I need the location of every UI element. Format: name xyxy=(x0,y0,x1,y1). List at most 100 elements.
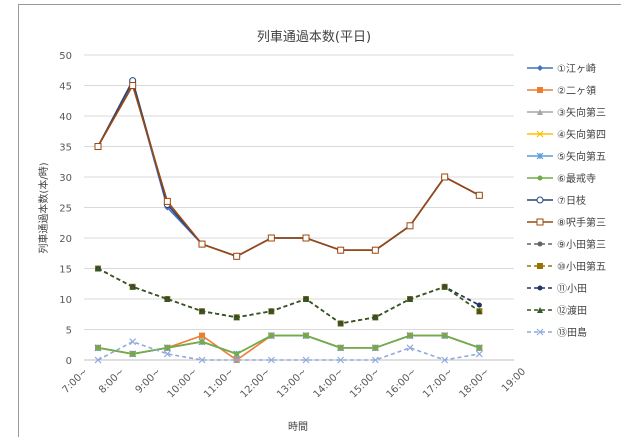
series-2 xyxy=(95,332,483,363)
data-point xyxy=(129,283,136,290)
data-point xyxy=(129,82,137,89)
data-point xyxy=(267,356,275,364)
legend-entry: ②二ヶ領 xyxy=(527,84,596,97)
legend-label: ⑨小田第三 xyxy=(557,238,606,251)
series-line xyxy=(97,267,480,325)
legend-entry: ⑪小田 xyxy=(527,283,587,295)
data-point xyxy=(198,356,206,364)
legend-entry: ⑥最戒寺 xyxy=(527,173,596,185)
data-point xyxy=(233,314,240,321)
y-tick-label: 40 xyxy=(59,112,72,123)
chart-title: 列車通過本数(平日) xyxy=(257,30,371,45)
data-point xyxy=(441,173,449,181)
series-line xyxy=(97,267,480,325)
data-point xyxy=(95,265,101,272)
data-point xyxy=(302,356,310,364)
data-point xyxy=(95,345,101,351)
series-1 xyxy=(95,79,483,260)
data-point xyxy=(130,351,136,357)
data-point xyxy=(199,332,205,339)
data-point xyxy=(371,246,379,254)
legend-marker xyxy=(536,196,544,204)
chart-frame xyxy=(18,4,621,437)
data-point xyxy=(337,320,344,327)
x-tick-label: 16:00~ xyxy=(385,366,419,400)
legend-label: ①江ヶ崎 xyxy=(557,62,596,75)
gridlines xyxy=(84,54,514,330)
legend-label: ③矢向第三 xyxy=(557,106,606,119)
x-tick-label: 14:00~ xyxy=(312,366,346,400)
legend-marker xyxy=(537,65,543,71)
data-point xyxy=(199,339,205,345)
legend-label: ⑫渡田 xyxy=(557,304,587,317)
data-point xyxy=(476,345,482,351)
data-point xyxy=(268,308,275,315)
data-point xyxy=(442,333,448,339)
legend-marker xyxy=(536,152,544,160)
data-point xyxy=(441,356,449,364)
legend-marker xyxy=(537,175,543,181)
series-line xyxy=(97,267,480,325)
data-point xyxy=(337,356,345,364)
series-line xyxy=(97,334,480,355)
series-6 xyxy=(95,333,482,357)
series-line xyxy=(97,334,480,355)
series-7 xyxy=(94,77,483,260)
data-point xyxy=(372,314,379,321)
series-line xyxy=(97,267,480,325)
x-tick-label: 18:00~ xyxy=(458,366,492,400)
data-point xyxy=(476,302,482,308)
legend-entry: ①江ヶ崎 xyxy=(527,62,596,75)
data-point xyxy=(94,143,102,150)
data-point xyxy=(372,345,378,351)
x-tick-label: 11:00~ xyxy=(202,366,236,400)
series-8 xyxy=(94,82,483,260)
x-tick-label: 8:00~ xyxy=(97,366,127,396)
data-point xyxy=(303,333,309,339)
y-tick-label: 5 xyxy=(66,326,72,337)
data-point xyxy=(234,351,240,357)
legend-entry: ⑦日枝 xyxy=(527,194,586,207)
x-tick-label: 7:00~ xyxy=(61,366,91,396)
legend-entry: ③矢向第三 xyxy=(527,106,606,119)
data-point xyxy=(407,296,413,302)
legend-label: ⑩小田第五 xyxy=(557,260,606,273)
x-axis-label: 時間 xyxy=(288,421,308,433)
legend: ①江ヶ崎 ②二ヶ領 ③矢向第三 ④矢向第四 ⑤矢向第五 ⑥最戒寺 ⑦日枝 ⑧呎手第三 ⑨小田第三… xyxy=(527,62,606,339)
legend-entry: ④矢向第四 xyxy=(527,128,606,141)
data-point xyxy=(337,246,345,254)
x-tick-label: 9:00~ xyxy=(134,366,164,396)
data-point xyxy=(163,197,171,205)
legend-label: ⑦日枝 xyxy=(557,194,586,207)
y-tick-label: 25 xyxy=(59,204,72,215)
data-point xyxy=(303,296,309,302)
data-point xyxy=(233,356,241,364)
series-line xyxy=(97,334,480,355)
data-point xyxy=(371,356,379,364)
series-line xyxy=(97,78,480,258)
data-point xyxy=(475,350,483,358)
legend-entry: ⑧呎手第三 xyxy=(527,216,606,229)
series-line xyxy=(97,340,480,361)
data-point xyxy=(407,333,413,339)
data-point xyxy=(233,252,241,260)
series-10 xyxy=(95,265,483,327)
series-line xyxy=(97,83,480,258)
y-axis-ticks: 0 5 10 15 20 25 30 35 40 45 50 xyxy=(59,51,72,367)
legend-marker xyxy=(536,130,544,138)
data-point xyxy=(475,191,483,199)
data-point xyxy=(268,333,274,339)
y-tick-label: 50 xyxy=(59,51,72,62)
series-12 xyxy=(95,265,483,327)
series-line xyxy=(97,334,480,361)
series-9 xyxy=(95,266,482,326)
data-point xyxy=(302,234,310,242)
x-tick-label: 10:00~ xyxy=(166,366,200,400)
x-tick-label: 17:00~ xyxy=(421,366,455,400)
x-tick-label: 13:00~ xyxy=(275,366,309,400)
data-point xyxy=(406,222,414,230)
legend-marker xyxy=(536,218,544,226)
data-point xyxy=(94,356,102,364)
data-point xyxy=(406,344,414,352)
